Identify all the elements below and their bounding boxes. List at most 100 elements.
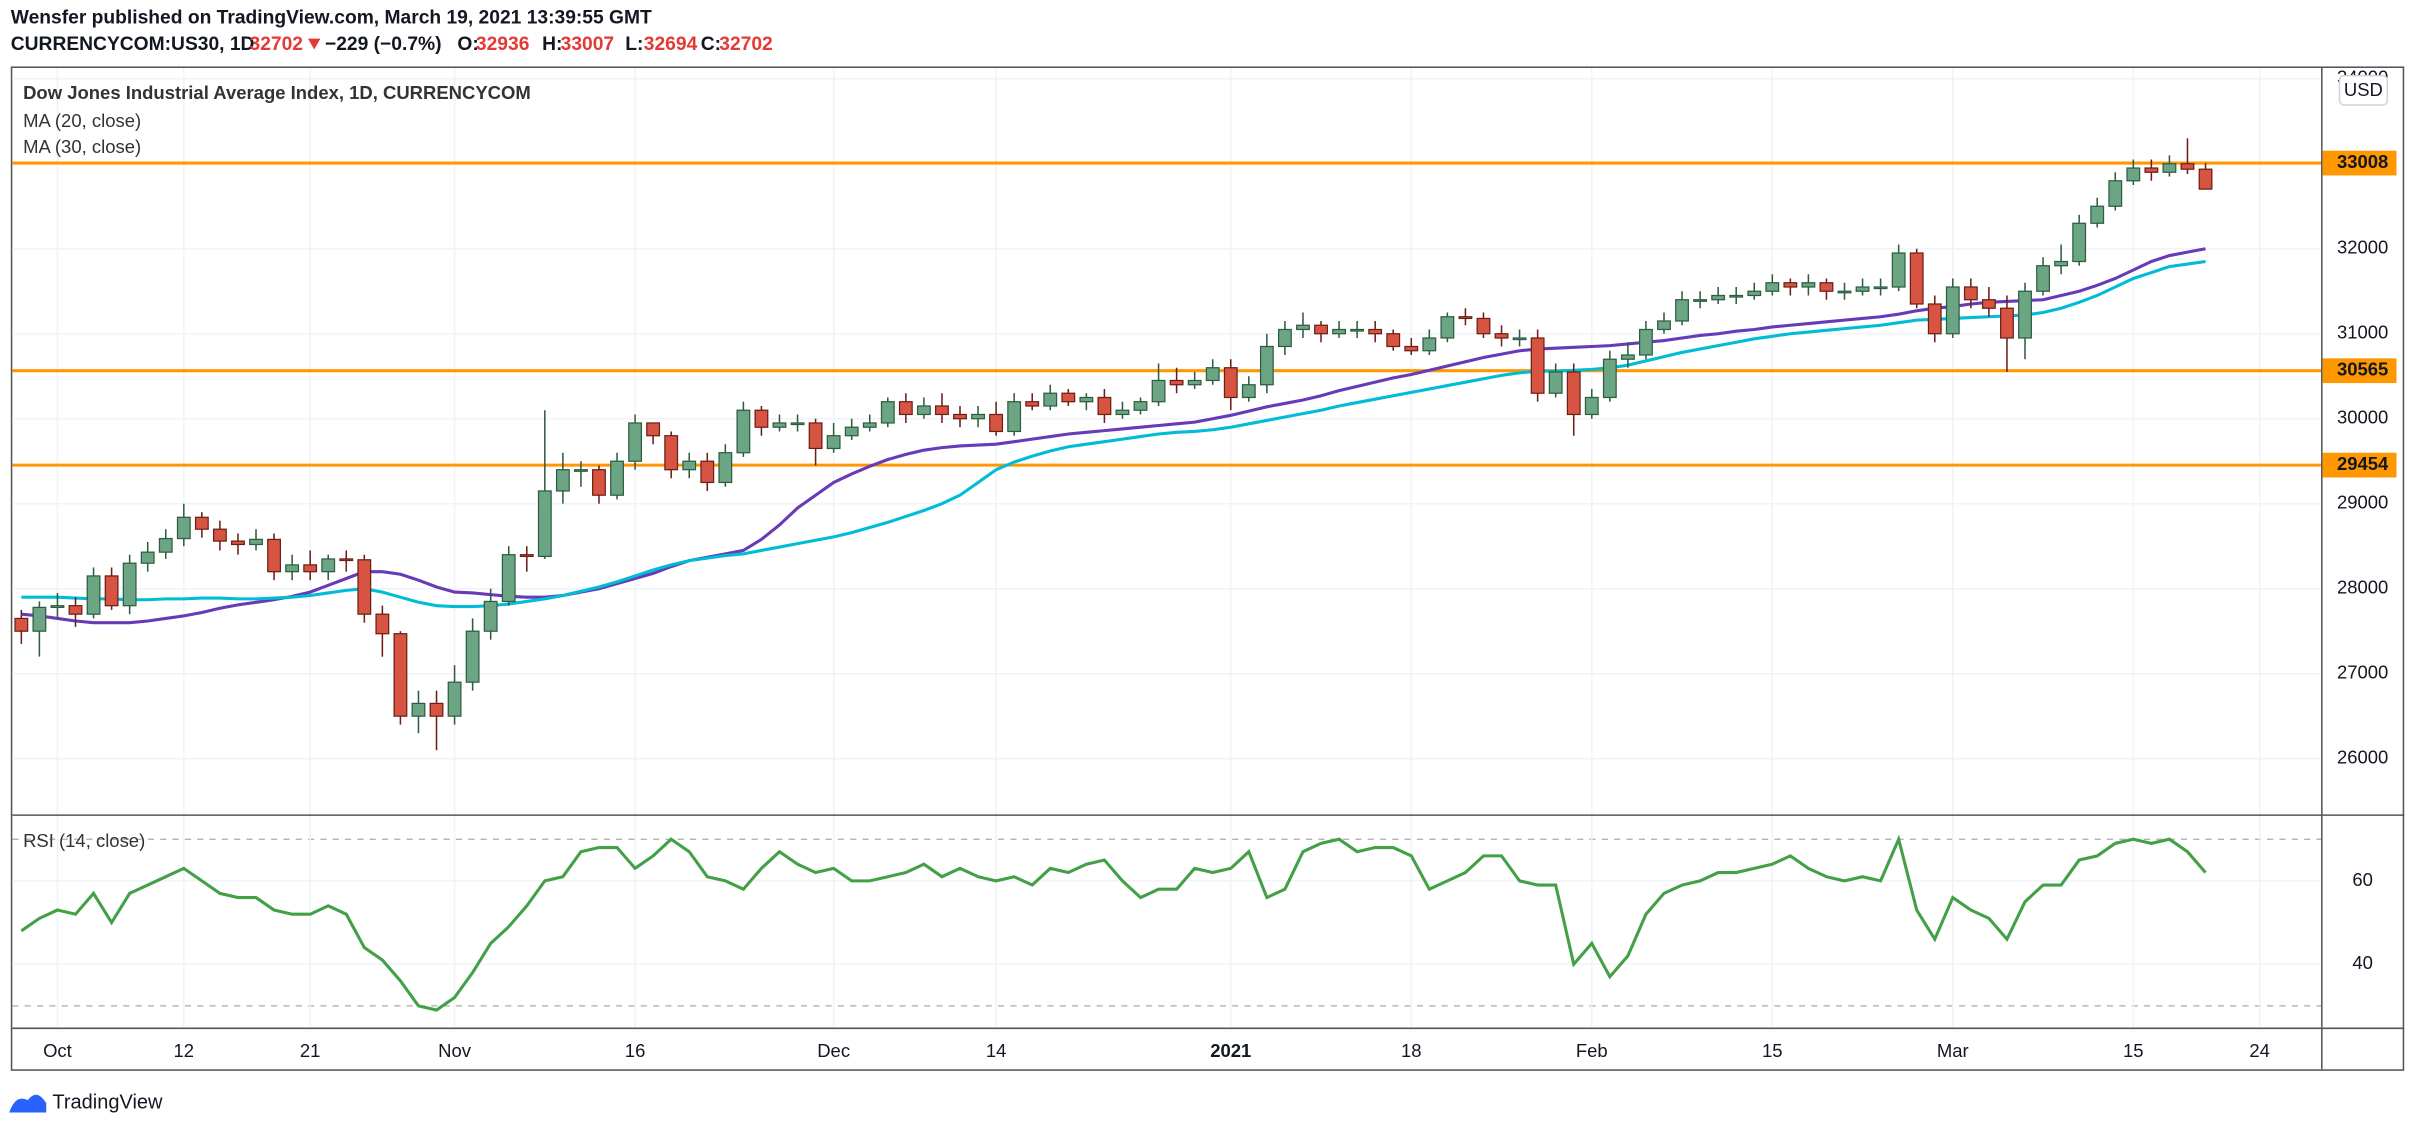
candle-body [1404, 345, 1419, 352]
candle-body [1422, 337, 1437, 352]
candle-body [1277, 328, 1292, 348]
candle-body [1711, 294, 1726, 301]
candle-body [1025, 401, 1040, 407]
candle-body [2000, 307, 2014, 339]
candle-body [140, 551, 155, 564]
candle-body [1693, 299, 1708, 302]
candle-body [447, 681, 462, 717]
candle-body [1097, 396, 1112, 416]
x-tick-label: Oct [43, 1040, 72, 1061]
candle-body [1476, 317, 1491, 335]
candle-body [682, 460, 697, 471]
candle-body [429, 702, 444, 717]
candle-body [862, 422, 877, 428]
level-label: 33008 [2337, 151, 2388, 172]
y-tick-label: 40 [2352, 952, 2373, 973]
candle-body [2126, 167, 2141, 182]
down-arrow [308, 38, 321, 50]
brand-logo [9, 1094, 47, 1113]
candle-body [2090, 205, 2105, 224]
ohlc-label: O: [457, 34, 478, 55]
level-label: 29454 [2337, 453, 2389, 474]
candle-body [212, 528, 227, 542]
candle-body [14, 617, 29, 632]
candle-body [1115, 409, 1130, 416]
candle-body [898, 401, 913, 416]
candle-body [2072, 222, 2087, 263]
candle-body [1350, 328, 1365, 332]
last-price: 32702 [250, 34, 303, 55]
candle-body [1873, 286, 1888, 290]
candle-body [1639, 328, 1653, 356]
candle-body [826, 435, 841, 450]
legend-ma20: MA (20, close) [23, 110, 141, 131]
ma-line [21, 247, 2206, 625]
candle-body [1837, 290, 1852, 294]
candle-body [971, 413, 985, 420]
candle-body [555, 469, 570, 492]
candle-body [249, 538, 263, 546]
candle-body [1133, 401, 1148, 411]
x-tick-label: 24 [2249, 1040, 2270, 1061]
candle-body [953, 413, 967, 420]
candle-body [808, 422, 823, 450]
candle-body [231, 540, 245, 546]
level-badge [2322, 452, 2397, 478]
candle-body [1855, 286, 1870, 292]
x-tick-label: 14 [986, 1040, 1007, 1061]
candle-body [935, 405, 949, 416]
rsi-line [20, 834, 2207, 1012]
candle-body [2018, 290, 2032, 339]
candle-body [375, 613, 390, 635]
candle-body [1981, 299, 1996, 309]
ohlc-label: L: [625, 34, 643, 55]
candle-body [1548, 371, 1563, 394]
candle-body [1079, 396, 1094, 403]
rsi-title: RSI (14, close) [23, 830, 145, 851]
x-tick-label: Feb [1576, 1040, 1608, 1061]
candle-body [754, 409, 769, 428]
candle-body [2162, 163, 2177, 173]
candle-body [1259, 345, 1274, 386]
candle-body [104, 575, 119, 607]
candle-body [2144, 167, 2159, 173]
candle-body [1241, 384, 1256, 399]
level-badge [2322, 150, 2397, 176]
candle-body [68, 605, 83, 615]
candle-body [610, 460, 624, 496]
candle-body [1945, 286, 1960, 335]
candle-body [916, 405, 931, 416]
candle-body [411, 702, 426, 717]
candle-body [1314, 324, 1328, 335]
x-tick-label: 16 [625, 1040, 646, 1061]
candle-body [1043, 392, 1058, 407]
x-tick-label: 15 [2123, 1040, 2144, 1061]
candle-body [1386, 333, 1401, 348]
candle-body [303, 564, 318, 573]
candle-body [2108, 180, 2123, 207]
candle-body [1458, 316, 1473, 320]
y-tick-label: 60 [2352, 869, 2373, 890]
ohlc-value: 32694 [644, 34, 698, 55]
candle-body [519, 554, 534, 558]
ohlc-value: 32702 [719, 34, 772, 55]
brand: TradingView [52, 1092, 163, 1114]
candle-body [267, 538, 281, 573]
x-tick-label: 12 [174, 1040, 195, 1061]
candle-body [1963, 286, 1978, 301]
candle-body [194, 516, 209, 530]
y-tick-label: 32000 [2337, 237, 2388, 258]
ohlc-value: 32936 [476, 34, 530, 55]
candle-body [465, 630, 480, 683]
candle-body [2036, 265, 2050, 292]
y-tick-label: 28000 [2337, 577, 2388, 598]
y-tick-label: 31000 [2337, 322, 2388, 343]
candle-body [880, 401, 895, 424]
published-line: Wensfer published on TradingView.com, Ma… [11, 8, 652, 29]
candle-body [736, 409, 751, 454]
candle-body [1566, 371, 1581, 416]
candle-body [1729, 294, 1744, 298]
level-label: 30565 [2337, 359, 2388, 380]
rsi-marks [20, 834, 2207, 1012]
